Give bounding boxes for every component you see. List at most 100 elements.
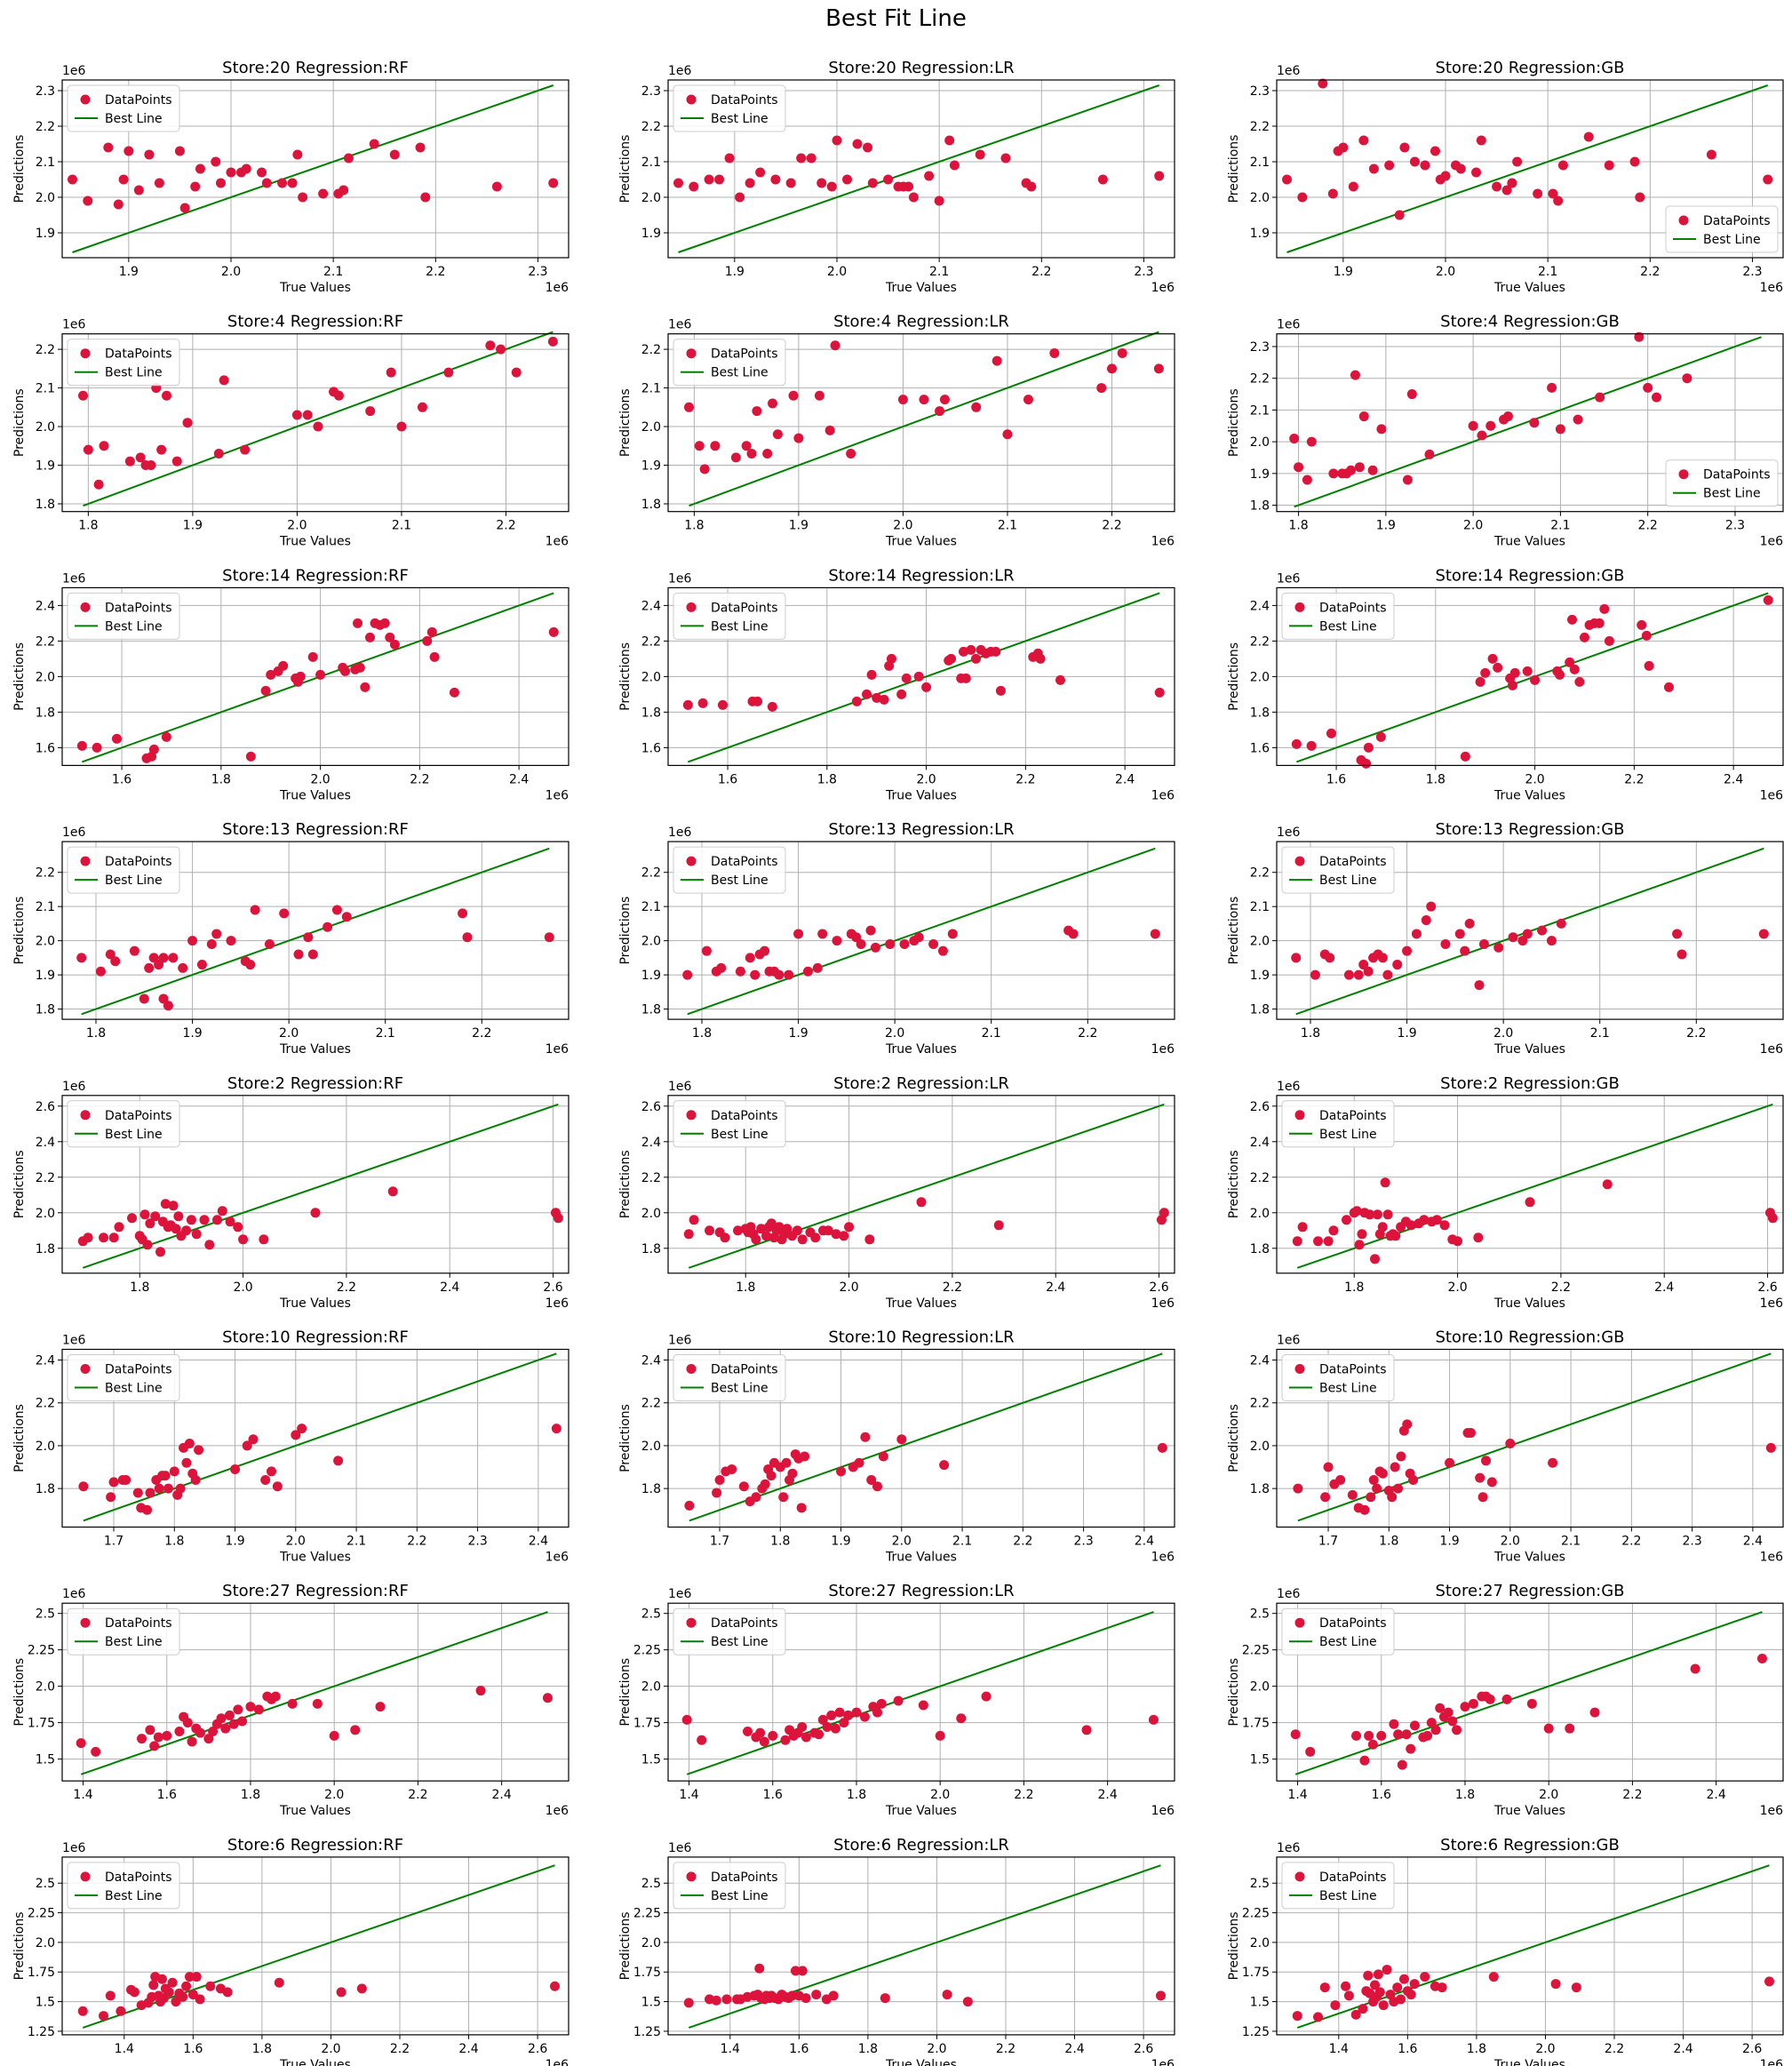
x-tick-label: 1.6	[718, 772, 737, 786]
legend-line-label: Best Line	[105, 619, 163, 634]
y-tick-label: 1.75	[1242, 1717, 1270, 1731]
data-point	[1350, 370, 1360, 380]
x-tick-label: 2.3	[528, 265, 547, 279]
y-tick-label: 1.8	[641, 1482, 661, 1496]
x-tick-label: 1.8	[252, 2042, 272, 2056]
x-axis-label: True Values	[885, 1804, 957, 1818]
legend-point-marker	[80, 1617, 91, 1628]
data-point	[824, 425, 835, 435]
x-tick-label: 2.2	[1621, 1535, 1641, 1549]
data-point	[110, 956, 121, 967]
data-point	[1553, 195, 1564, 206]
data-point	[1637, 619, 1647, 630]
x-tick-label: 2.1	[1550, 519, 1570, 533]
subplot-5: Store:4 Regression:LR 1.8 1.9 2.0 2.1 2.2 1.8 1…	[618, 313, 1175, 549]
y-tick-label: 1.5	[641, 1996, 661, 2010]
data-point	[261, 178, 272, 188]
x-tick-label: 2.2	[1686, 1026, 1706, 1041]
data-point	[511, 367, 522, 378]
data-point	[496, 344, 506, 355]
x-tick-label: 2.0	[1436, 265, 1455, 279]
data-point	[179, 203, 190, 213]
legend-points-label: DataPoints	[1319, 1871, 1386, 1885]
x-scale-label: 1e6	[546, 788, 569, 802]
x-tick-label: 1.8	[736, 1280, 755, 1295]
data-point	[1397, 1759, 1407, 1770]
x-tick-label: 2.4	[1743, 1535, 1763, 1549]
data-point	[76, 740, 87, 751]
data-point	[759, 1736, 769, 1747]
data-point	[746, 448, 757, 459]
data-point	[897, 395, 908, 405]
data-point	[1508, 932, 1518, 943]
data-point	[298, 192, 308, 203]
plot-frame	[1276, 1856, 1784, 2036]
data-point	[173, 1211, 184, 1222]
data-point	[163, 1483, 173, 1494]
x-tick-label: 1.7	[104, 1535, 123, 1549]
data-point	[781, 1457, 792, 1468]
data-point	[211, 929, 222, 939]
data-point	[1569, 664, 1580, 674]
data-point	[153, 1732, 163, 1743]
data-point	[751, 1234, 761, 1245]
data-point	[1157, 1442, 1167, 1453]
x-tick-label: 1.4	[721, 2042, 740, 2056]
x-tick-label: 2.3	[1725, 519, 1745, 533]
legend-points-label: DataPoints	[105, 1871, 171, 1885]
legend-line-label: Best Line	[105, 1128, 163, 1142]
data-point	[1292, 2011, 1302, 2022]
data-point	[797, 1722, 808, 1733]
data-point	[1478, 938, 1489, 949]
data-point	[415, 142, 426, 153]
y-tick-label: 2.1	[1250, 900, 1270, 914]
data-point	[949, 160, 960, 171]
data-point	[1644, 660, 1654, 671]
legend-box	[673, 1862, 786, 1910]
y-axis-label: Predictions	[618, 1404, 633, 1472]
data-point	[1468, 420, 1478, 431]
data-point	[237, 1716, 248, 1727]
legend-box	[673, 1607, 786, 1655]
x-tick-label: 1.4	[1329, 2042, 1349, 2056]
data-point	[174, 1726, 185, 1736]
y-tick-label: 2.1	[36, 156, 55, 170]
y-tick-label: 1.75	[633, 1717, 661, 1731]
data-point	[1765, 1442, 1776, 1453]
data-point	[1341, 1981, 1351, 1991]
y-tick-label: 2.1	[36, 382, 55, 396]
y-tick-label: 2.5	[1250, 1877, 1270, 1891]
legend: DataPoints Best Line	[673, 592, 786, 640]
data-point	[226, 936, 236, 946]
data-point	[1358, 135, 1369, 146]
plot-frame	[667, 1602, 1175, 1782]
data-point	[1351, 1206, 1362, 1216]
data-point	[187, 1990, 198, 2000]
subplot-14: Store:2 Regression:LR 1.8 2.0 2.2 2.4 2.6 1.8 2…	[618, 1074, 1175, 1311]
x-tick-label: 2.2	[1622, 1788, 1642, 1802]
data-point	[163, 1987, 174, 1998]
y-tick-label: 1.5	[36, 1753, 55, 1767]
data-point	[971, 402, 982, 412]
data-point	[1471, 167, 1482, 178]
data-point	[1350, 2009, 1361, 2020]
y-tick-label: 1.9	[641, 969, 661, 983]
data-point	[1529, 418, 1540, 428]
data-point	[1390, 1462, 1400, 1472]
y-tick-label: 1.9	[641, 227, 661, 241]
data-point	[1641, 630, 1652, 641]
x-scale-label: 1e6	[1151, 535, 1175, 549]
data-point	[1370, 1254, 1381, 1264]
y-tick-label: 2.1	[36, 900, 55, 914]
data-point	[866, 1474, 877, 1485]
data-point	[264, 938, 275, 949]
legend: DataPoints Best Line	[1281, 1354, 1395, 1401]
legend-points-label: DataPoints	[1703, 468, 1770, 483]
legend-point-marker	[686, 1364, 697, 1374]
data-point	[793, 929, 804, 939]
data-point	[947, 929, 958, 939]
x-tick-label: 1.6	[789, 2042, 808, 2056]
data-point	[1589, 1707, 1600, 1718]
data-point	[1764, 1976, 1774, 1987]
